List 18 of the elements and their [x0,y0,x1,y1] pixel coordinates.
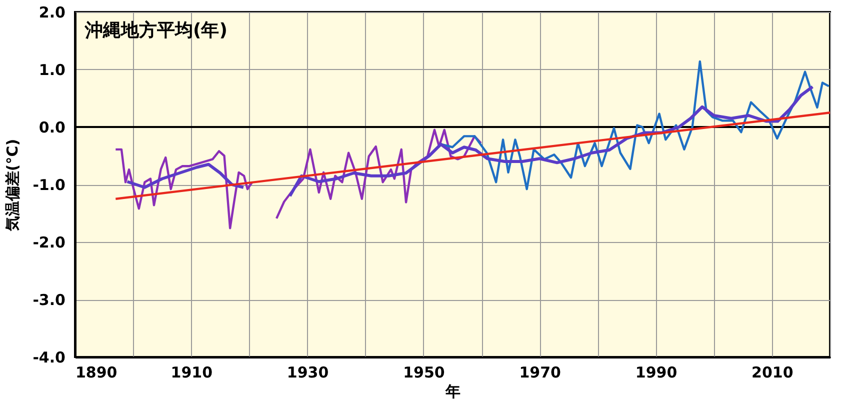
x-tick-label: 1950 [403,364,445,382]
x-tick-label: 2010 [752,364,794,382]
text: 沖縄地方平均(年) [84,20,228,41]
y-tick-label: 0.0 [38,118,66,136]
x-tick-label: 1970 [519,364,561,382]
y-tick-label: -1.0 [32,176,66,194]
y-tick-label: -2.0 [32,234,66,252]
x-tick-label: 1990 [635,364,678,382]
x-axis-title: 年 [444,382,460,400]
y-tick-label: 1.0 [38,61,66,79]
x-tick-label: 1910 [170,364,213,382]
x-tick-label: 1930 [286,364,329,382]
line-series [440,60,830,190]
y-tick-label: -4.0 [32,348,66,366]
y-tick-label: -3.0 [32,291,66,309]
x-tick-label: 1890 [76,364,118,382]
y-tick-label: 2.0 [38,4,66,22]
y-axis-title: 気温偏差(°C) [4,138,22,232]
